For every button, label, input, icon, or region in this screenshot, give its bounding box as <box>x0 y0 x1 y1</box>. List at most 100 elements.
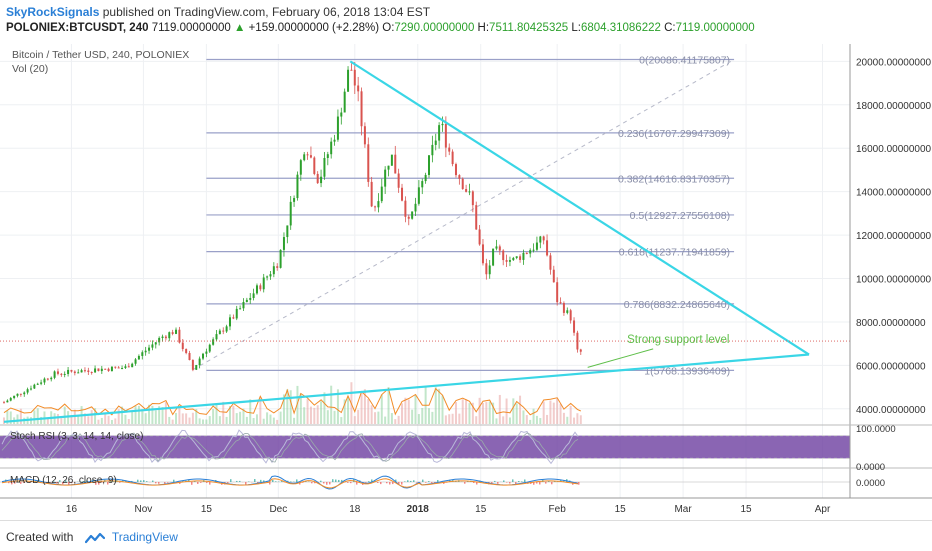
high-label: H: <box>478 22 490 34</box>
candle-body <box>425 175 427 181</box>
stoch-rsi-tick: 100.0000 <box>856 424 896 435</box>
candle-body <box>151 344 153 347</box>
macd-histogram-bar <box>296 479 298 482</box>
macd-histogram-bar <box>425 482 427 483</box>
volume-bar <box>266 412 268 424</box>
candle-body <box>269 274 271 276</box>
macd-histogram-bar <box>260 480 262 482</box>
volume-bar <box>307 399 309 424</box>
candle-body <box>94 368 96 372</box>
volume-bar <box>317 405 319 424</box>
candle-body <box>13 396 15 398</box>
macd-histogram-bar <box>206 482 208 483</box>
macd-histogram-bar <box>191 482 193 485</box>
volume-bar <box>185 413 187 424</box>
candle-body <box>104 369 106 370</box>
volume-bar <box>354 416 356 424</box>
candle-body <box>64 374 66 375</box>
volume-bar <box>334 411 336 424</box>
macd-histogram-bar <box>524 480 526 482</box>
candle-body <box>84 370 86 371</box>
author-link[interactable]: SkyRockSignals <box>6 5 99 19</box>
macd-histogram-bar <box>143 480 145 482</box>
open-value: 7290.00000000 <box>394 22 474 34</box>
candle-body <box>549 255 551 269</box>
volume-bar <box>269 415 271 424</box>
candle-body <box>377 201 379 207</box>
candle-body <box>361 91 363 126</box>
candle-body <box>253 293 255 298</box>
volume-bar <box>290 390 292 424</box>
macd-histogram-bar <box>437 480 439 482</box>
volume-bar <box>361 391 363 424</box>
macd-histogram-bar <box>392 482 394 484</box>
macd-histogram-bar <box>227 482 229 483</box>
fib-level-label: 0.5(12927.27556108) <box>630 210 730 222</box>
chart-canvas[interactable]: 0(20086.41175807)0.236(16707.29947309)0.… <box>0 44 932 520</box>
volume-bar <box>377 412 379 424</box>
candle-body <box>185 349 187 353</box>
volume-bar <box>566 417 568 424</box>
volume-bar <box>458 414 460 424</box>
volume-bar <box>394 419 396 424</box>
candle-body <box>408 217 410 219</box>
volume-bar <box>546 415 548 424</box>
candle-body <box>398 173 400 187</box>
candle-body <box>87 371 89 372</box>
fib-level-label: 0(20086.41175807) <box>639 54 730 66</box>
macd-histogram-bar <box>386 482 388 483</box>
y-tick-label: 18000.00000000 <box>856 101 932 112</box>
candle-body <box>111 367 113 371</box>
candle-body <box>465 189 467 192</box>
volume-bar <box>560 404 562 424</box>
volume-bar <box>371 405 373 424</box>
macd-histogram-bar <box>347 482 349 483</box>
volume-bar <box>418 414 420 424</box>
last-price: 7119.00000000 <box>152 22 231 34</box>
volume-bar <box>256 414 258 424</box>
candle-body <box>516 256 518 258</box>
volume-bar <box>87 416 89 424</box>
tradingview-link[interactable]: TradingView <box>112 530 178 544</box>
fib-level-label: 0.786(8832.24865640) <box>624 299 730 311</box>
y-tick-label: 16000.00000000 <box>856 144 932 155</box>
macd-histogram-bar <box>509 482 511 484</box>
candle-body <box>209 345 211 352</box>
candle-body <box>354 70 356 86</box>
stoch-rsi-tick: 0.0000 <box>856 462 885 473</box>
macd-histogram-bar <box>356 482 358 485</box>
candle-body <box>300 160 302 174</box>
candle-body <box>246 300 248 302</box>
x-tick-label: Mar <box>674 504 692 515</box>
macd-histogram-bar <box>329 482 331 484</box>
candle-body <box>475 205 477 229</box>
candle-body <box>492 249 494 266</box>
macd-histogram-bar <box>200 482 202 483</box>
macd-histogram-bar <box>368 481 370 482</box>
volume-bar <box>212 409 214 424</box>
candle-body <box>580 349 582 351</box>
macd-histogram-bar <box>320 481 322 482</box>
candle-body <box>202 354 204 359</box>
volume-bar <box>60 418 62 424</box>
candle-body <box>222 331 224 332</box>
x-tick-label: 15 <box>201 504 213 515</box>
candle-body <box>168 332 170 338</box>
candle-body <box>327 154 329 158</box>
volume-bar <box>431 412 433 424</box>
up-arrow-icon: ▲ <box>234 22 245 34</box>
volume-bar <box>539 418 541 424</box>
volume-bar <box>124 415 126 424</box>
volume-bar <box>556 399 558 424</box>
volume-bar <box>216 403 218 424</box>
candle-body <box>391 155 393 166</box>
candle-body <box>334 140 336 142</box>
y-tick-label: 6000.00000000 <box>856 361 926 372</box>
publish-text: published on TradingView.com, February 0… <box>103 5 430 19</box>
created-text: Created with <box>6 530 73 544</box>
macd-histogram-bar <box>407 480 409 482</box>
candle-body <box>6 401 8 403</box>
volume-bar <box>168 417 170 424</box>
macd-histogram-bar <box>518 481 520 482</box>
candle-body <box>458 175 460 179</box>
